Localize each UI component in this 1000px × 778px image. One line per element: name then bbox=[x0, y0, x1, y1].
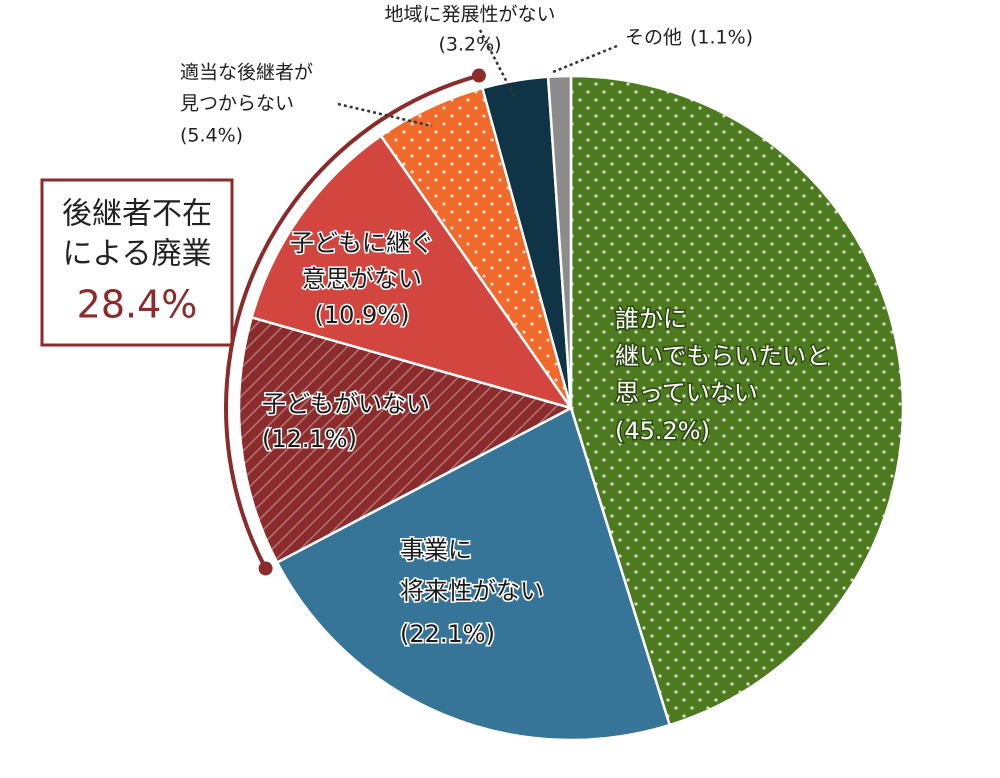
slice-label: 子どもがいない bbox=[262, 390, 430, 418]
slice-label: その他 bbox=[625, 27, 682, 49]
value-label: (22.1%) bbox=[400, 620, 495, 648]
annotation-text: 後継者不在 bbox=[62, 197, 212, 232]
slice-label: 継いでもらいたいと bbox=[615, 342, 830, 370]
slice-label: 地域に発展性がない bbox=[384, 4, 555, 26]
pie-slice bbox=[546, 74, 573, 409]
group-arc bbox=[224, 73, 480, 570]
annotation-value: 28.4% bbox=[77, 283, 198, 327]
slice-label: 見つからない bbox=[180, 93, 294, 115]
slice-pattern bbox=[571, 76, 903, 726]
slice-label: 適当な後継者が bbox=[180, 62, 313, 84]
arc-end bbox=[471, 68, 486, 83]
slice-label: 将来性がない bbox=[400, 577, 544, 605]
leader-line bbox=[552, 44, 618, 74]
slice-label: 事業に bbox=[400, 536, 472, 564]
leader-line bbox=[478, 29, 517, 99]
leader-line bbox=[337, 102, 433, 128]
pie-slice bbox=[275, 406, 672, 742]
slice-label: 意思がない bbox=[302, 265, 422, 293]
pie-slice bbox=[250, 134, 575, 411]
value-label: (12.1%) bbox=[262, 425, 357, 453]
value-label: (5.4%) bbox=[180, 125, 243, 147]
value-label: (45.2%) bbox=[615, 417, 710, 445]
slice-pattern bbox=[238, 317, 571, 563]
slice-label: 思っていない bbox=[615, 379, 758, 407]
annotation-box bbox=[40, 178, 234, 347]
slice-label: 誰かに bbox=[615, 305, 687, 333]
annotation-text: による廃業 bbox=[62, 237, 211, 272]
value-label: (3.2%) bbox=[438, 34, 501, 56]
value-label: (10.9%) bbox=[315, 301, 410, 329]
slice-pattern bbox=[380, 88, 571, 409]
arc-end bbox=[258, 561, 273, 576]
slice-label: 子どもに継ぐ bbox=[290, 229, 434, 257]
value-label: (1.1%) bbox=[690, 27, 753, 49]
